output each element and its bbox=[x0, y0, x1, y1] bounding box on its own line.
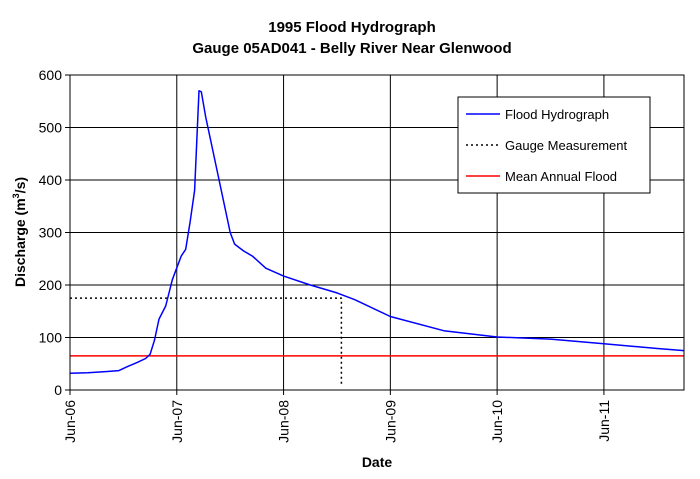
y-axis-title-main: Discharge (m bbox=[12, 198, 28, 287]
chart-title: 1995 Flood Hydrograph bbox=[268, 19, 436, 36]
x-tick-label: Jun-07 bbox=[169, 400, 185, 443]
y-tick-label: 100 bbox=[39, 330, 63, 346]
x-tick-label: Jun-08 bbox=[276, 400, 292, 443]
y-tick-label: 200 bbox=[39, 277, 63, 293]
legend-label-mean-annual-flood: Mean Annual Flood bbox=[505, 169, 617, 184]
grid-lines bbox=[70, 75, 684, 390]
y-tick-label: 500 bbox=[39, 120, 63, 136]
series-line-flood-hydrograph bbox=[69, 90, 685, 374]
x-tick-label: Jun-06 bbox=[62, 400, 78, 443]
chart-subtitle: Gauge 05AD041 - Belly River Near Glenwoo… bbox=[192, 40, 511, 57]
y-axis-title-superscript: 3 bbox=[11, 193, 21, 198]
series-line-gauge-measurement bbox=[70, 297, 343, 386]
x-tick-label: Jun-11 bbox=[596, 400, 612, 442]
series-layer bbox=[69, 90, 685, 386]
y-tick-label: 300 bbox=[39, 225, 63, 241]
x-tick-label: Jun-09 bbox=[382, 400, 398, 443]
y-tick-label: 600 bbox=[39, 67, 63, 83]
y-tick-label: 0 bbox=[54, 382, 62, 398]
y-tick-label: 400 bbox=[39, 172, 63, 188]
legend: Flood Hydrograph Gauge Measurement Mean … bbox=[457, 96, 651, 194]
legend-box bbox=[457, 96, 651, 194]
x-axis-ticks: Jun-06 Jun-07 Jun-08 Jun-09 Jun-10 Jun-11 bbox=[62, 390, 612, 443]
y-axis-title: Discharge (m3/s) bbox=[11, 177, 28, 287]
y-axis-ticks: 0 100 200 300 400 500 600 bbox=[39, 67, 70, 398]
x-axis-title: Date bbox=[362, 454, 393, 470]
x-tick-label: Jun-10 bbox=[489, 400, 505, 443]
legend-label-flood-hydrograph: Flood Hydrograph bbox=[505, 107, 609, 122]
y-axis-title-unit: /s) bbox=[12, 177, 28, 193]
legend-label-gauge-measurement: Gauge Measurement bbox=[505, 138, 628, 153]
